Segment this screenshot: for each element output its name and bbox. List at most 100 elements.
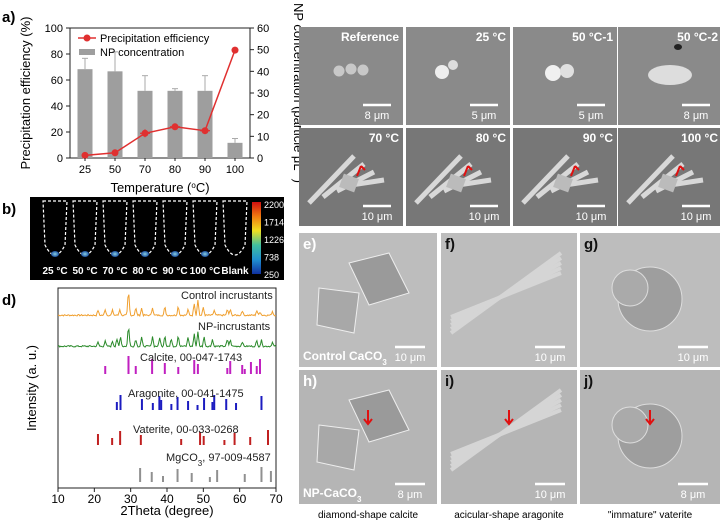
panels-e-j: e)Control CaCO3 10 μmf)10 μmg)10 μmh)NP-C…: [299, 233, 720, 521]
tube-sample: [51, 251, 59, 257]
x-tick-label: 50: [109, 164, 121, 176]
tube-label: 90 °C: [162, 266, 187, 277]
colorbar-label: 2200: [264, 200, 284, 210]
tube-label: 50 °C: [72, 266, 97, 277]
red-arrow: [675, 165, 685, 177]
data-point: [111, 149, 119, 157]
left-axis: 0 20 40 60 80 100: [45, 23, 70, 165]
data-point: [141, 129, 149, 137]
left-tick-label: 20: [51, 127, 63, 139]
bar: [197, 90, 213, 158]
panel-d-label: d): [2, 292, 16, 309]
caption-sub: 3: [357, 495, 362, 504]
xrd-tick-label: 50: [197, 492, 211, 506]
panel-label: e): [303, 236, 316, 253]
control-trace: [57, 294, 277, 318]
xrd-tick-label: 20: [88, 492, 102, 506]
tube-sample: [201, 251, 209, 257]
panel-label: f): [445, 236, 455, 253]
red-arrow: [570, 165, 580, 177]
bar: [77, 69, 93, 158]
vaterite-petal: [611, 406, 649, 444]
x-tick-label: 25: [79, 164, 91, 176]
tube-outline: [222, 200, 248, 256]
scale-label: 8 μm: [681, 489, 706, 501]
data-point: [231, 46, 239, 54]
xrd-x-axis: 10 20 30 40 50 60 70: [51, 488, 283, 506]
bottom-caption: diamond-shape calcite: [318, 510, 418, 521]
tube-sample: [171, 251, 179, 257]
x-tick-label: 90: [199, 164, 211, 176]
panel-label: i): [445, 373, 454, 390]
particle-shape: [545, 65, 561, 81]
particle-shape: [674, 44, 682, 50]
colorbar-ticks: 2200 1714 1226 738 250: [264, 200, 284, 280]
sem-title: 70 °C: [369, 131, 399, 145]
scale-label: 10 μm: [681, 211, 712, 223]
left-tick-label: 100: [45, 23, 63, 35]
trace-label: MgCO3, 97-009-4587: [166, 452, 271, 468]
colorbar: [252, 202, 261, 274]
trace-label: Calcite, 00-047-1743: [140, 352, 242, 364]
scale-label: 10 μm: [469, 211, 500, 223]
colorbar-label: 738: [264, 253, 279, 263]
thermal-image: [30, 197, 284, 280]
scale-label: 10 μm: [535, 489, 566, 501]
caption-text: Control CaCO: [303, 349, 382, 363]
particle-shape: [435, 65, 449, 79]
sem-title: 90 °C: [583, 131, 613, 145]
tube-label: 70 °C: [102, 266, 127, 277]
panel-b-label: b): [2, 201, 16, 218]
bar-series: [77, 51, 243, 158]
colorbar-label: 1714: [264, 218, 284, 228]
data-point: [81, 151, 89, 159]
bar: [227, 142, 243, 158]
sem-title: 25 °C: [476, 30, 506, 44]
sem-title: 50 °C-2: [677, 30, 718, 44]
tube-sample: [141, 251, 149, 257]
particle-shape: [560, 64, 574, 78]
crystal-needle: [521, 154, 570, 205]
panel-label: g): [584, 236, 598, 253]
trace-label-part: , 97-009-4587: [202, 452, 271, 464]
panel-caption: Control CaCO3: [303, 349, 387, 367]
crystal-block: [658, 173, 678, 193]
crystal-block: [339, 173, 359, 193]
scale-label: 8 μm: [398, 489, 423, 501]
caption-sub: 3: [382, 358, 387, 367]
xrd-x-title: 2Theta (degree): [120, 503, 213, 518]
xrd-tick-label: 60: [233, 492, 247, 506]
xrd-traces: Control incrustants NP-incrustants Calcite…: [57, 290, 277, 482]
scale-label: 10 μm: [535, 352, 566, 364]
red-arrow: [463, 165, 473, 177]
sem-title: Reference: [341, 30, 399, 44]
trace-label: Vaterite, 00-033-0268: [133, 424, 239, 436]
aragonite-needle: [450, 408, 562, 456]
x-tick-label: 70: [139, 164, 151, 176]
tube-row: 25 °C 50 °C 70 °C 80 °C 90 °C 100 °C Blank: [42, 200, 249, 277]
legend-marker: [83, 34, 91, 42]
crystal-needle: [414, 154, 463, 205]
data-point: [171, 123, 179, 131]
red-arrow: [504, 410, 514, 426]
particle-shape: [648, 65, 692, 85]
tube-label: 100 °C: [190, 266, 221, 277]
trace-label-sub: 3: [198, 459, 203, 468]
xrd-y-title: Intensity (a. u.): [24, 345, 39, 431]
line-series: [81, 46, 239, 159]
caption-text: NP-CaCO: [303, 486, 357, 500]
calcite-rhomb: [348, 389, 410, 443]
left-tick-label: 80: [51, 49, 63, 61]
panel-a-label: a): [2, 9, 15, 26]
trace-label: NP-incrustants: [198, 321, 271, 333]
scale-label: 10 μm: [678, 352, 709, 364]
xrd-tick-label: 70: [269, 492, 283, 506]
calcite-rhomb: [316, 287, 360, 334]
trace-label: Aragonite, 00-041-1475: [128, 388, 244, 400]
trace-label: Control incrustants: [181, 290, 273, 302]
right-tick-label: 50: [257, 45, 269, 57]
red-arrow: [356, 165, 366, 177]
sem-title: 50 °C-1: [572, 30, 613, 44]
scale-label: 5 μm: [579, 110, 604, 122]
